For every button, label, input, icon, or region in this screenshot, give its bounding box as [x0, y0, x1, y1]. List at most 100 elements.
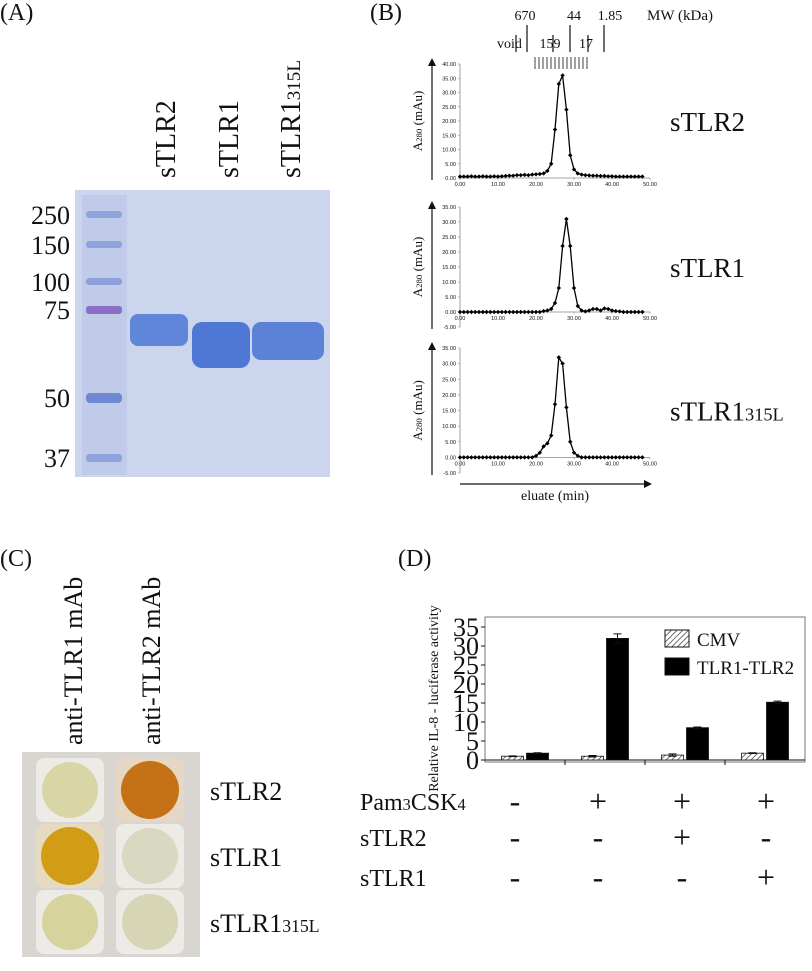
- point: [526, 172, 531, 178]
- point: [617, 455, 622, 460]
- point: [537, 450, 542, 455]
- point: [590, 173, 596, 178]
- y-tick-label: 10.00: [442, 148, 456, 154]
- x-tick-label: 10.00: [491, 461, 505, 467]
- y-tick-label: 35.00: [442, 346, 456, 352]
- point: [628, 174, 634, 179]
- point: [495, 455, 501, 460]
- treatment-mark: +: [673, 783, 691, 819]
- point: [590, 455, 596, 460]
- y-tick-label: 10: [453, 708, 479, 737]
- point: [533, 309, 539, 315]
- treatment-label: Pam3CSK4: [360, 790, 466, 816]
- y-axis-label-part: 280: [414, 274, 424, 288]
- error-bar: [508, 755, 517, 758]
- point: [556, 285, 561, 291]
- point: [564, 405, 569, 410]
- point: [621, 309, 626, 315]
- row-label: sTLR1: [210, 843, 282, 872]
- point: [514, 455, 520, 460]
- y-tick-label: 25: [453, 651, 479, 680]
- panel-label: (C): [0, 546, 32, 572]
- point: [518, 455, 523, 460]
- point: [609, 455, 615, 460]
- point: [511, 455, 516, 460]
- point: [518, 309, 523, 315]
- point: [583, 455, 588, 460]
- chart-label-part: sTLR1: [670, 397, 745, 427]
- treatment-mark: -: [761, 819, 772, 855]
- x-tick-label: 30.00: [567, 461, 581, 467]
- x-tick-label: 50.00: [643, 461, 657, 467]
- error-bar: [668, 753, 677, 757]
- bar: [686, 727, 709, 761]
- point: [465, 309, 470, 315]
- column-label: anti-TLR2 mAb: [137, 577, 166, 745]
- mw-title: MW (kDa): [647, 8, 713, 24]
- error-bar: [773, 700, 782, 704]
- treatment-label-part: sTLR2: [360, 826, 427, 852]
- point: [640, 174, 645, 179]
- chart-label-part: sTLR1: [670, 253, 745, 283]
- point: [606, 455, 611, 460]
- y-tick-label: 40.00: [442, 62, 456, 68]
- point: [632, 455, 637, 460]
- point: [530, 455, 535, 460]
- line: [460, 72, 643, 178]
- y-tick-label: 35.00: [442, 205, 456, 211]
- y-tick-label: 20.00: [442, 119, 456, 125]
- point: [640, 455, 645, 460]
- lane-label: sTLR2: [151, 100, 182, 178]
- point: [473, 455, 478, 460]
- treatment-label-part: 3: [403, 795, 411, 814]
- y-tick-label: 5: [466, 727, 479, 756]
- legend-label: CMV: [697, 630, 741, 651]
- point: [484, 309, 489, 315]
- point: [492, 174, 497, 179]
- lane-label: sTLR1: [214, 100, 245, 178]
- x-tick-label: 40.00: [605, 182, 619, 188]
- point: [488, 455, 493, 460]
- point: [625, 174, 630, 179]
- lane-label: sTLR1315L: [276, 60, 307, 178]
- point: [495, 174, 501, 179]
- treatment-label-part: sTLR1: [360, 866, 427, 892]
- point: [575, 171, 580, 176]
- point: [507, 173, 512, 178]
- point: [587, 455, 592, 460]
- mw-marker: 159: [540, 37, 561, 52]
- row-label-part: 315L: [282, 916, 319, 936]
- y-tick-label: 0: [466, 746, 479, 775]
- point: [457, 309, 463, 315]
- treatment-label: sTLR2: [360, 826, 427, 852]
- y-axis-label: A280 (mAu): [410, 237, 425, 298]
- point: [609, 174, 615, 179]
- y-tick-label: 5.00: [445, 162, 456, 168]
- y-tick-label: 10.00: [442, 280, 456, 286]
- column-label: anti-TLR1 mAb: [59, 577, 88, 745]
- mw-marker: 17: [579, 37, 593, 52]
- point: [522, 172, 527, 178]
- point: [549, 433, 554, 438]
- x-tick-label: 0.00: [455, 461, 466, 467]
- point: [571, 450, 577, 455]
- error-bar: [613, 633, 622, 644]
- treatment-label-part: 4: [458, 795, 466, 814]
- point: [522, 455, 527, 460]
- mw-label: 150: [31, 231, 70, 260]
- y-tick-label: 20: [453, 670, 479, 699]
- y-tick-label: 0.00: [445, 310, 456, 316]
- arrowhead: [428, 342, 436, 350]
- treatment-mark: -: [510, 859, 521, 895]
- error-bar: [533, 752, 542, 755]
- y-tick-label: 15.00: [442, 265, 456, 271]
- point: [568, 153, 573, 158]
- x-axis-label: eluate (min): [521, 489, 589, 504]
- point: [579, 455, 584, 460]
- treatment-mark: +: [589, 783, 607, 819]
- y-tick-label: 30.00: [442, 362, 456, 368]
- point: [583, 172, 588, 178]
- point: [530, 309, 535, 315]
- point: [579, 308, 584, 313]
- point: [514, 309, 520, 315]
